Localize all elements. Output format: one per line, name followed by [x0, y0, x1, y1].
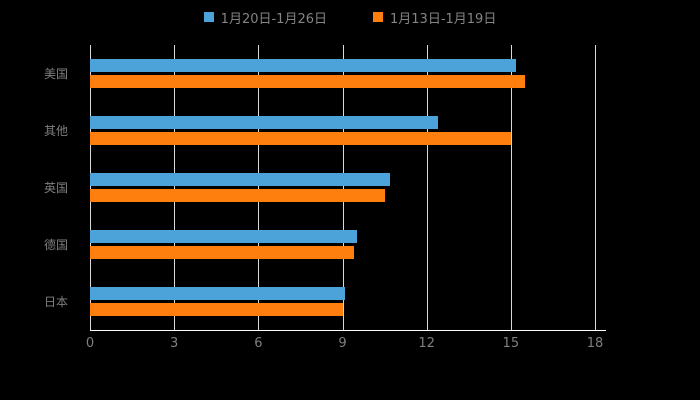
x-tick-label: 9 [338, 336, 347, 351]
y-category-label: 英国 [44, 180, 69, 195]
bar-德国-series0 [90, 230, 357, 243]
bar-美国-series0 [90, 59, 517, 72]
gridline [510, 45, 512, 330]
legend-item-0[interactable]: 1月20日-1月26日 [203, 8, 327, 27]
legend-item-1[interactable]: 1月13日-1月19日 [373, 8, 496, 27]
gridline [426, 45, 428, 330]
legend: 1月20日-1月26日 1月13日-1月19日 [0, 6, 700, 28]
legend-swatch-icon [373, 12, 383, 22]
plot-area [90, 45, 596, 330]
x-axis-line [90, 330, 606, 331]
bar-日本-series1 [90, 303, 343, 316]
gridline [258, 45, 260, 330]
legend-label: 1月20日-1月26日 [220, 11, 327, 27]
y-category-label: 其他 [44, 123, 69, 138]
legend-swatch-icon [203, 12, 214, 22]
bar-其他-series1 [90, 132, 511, 145]
x-tick-label: 6 [254, 336, 263, 351]
bar-英国-series1 [90, 189, 385, 202]
bar-美国-series1 [90, 75, 525, 88]
bar-其他-series0 [90, 116, 438, 129]
gridline [90, 45, 91, 330]
bar-德国-series1 [90, 246, 354, 259]
gridline [342, 45, 344, 330]
bar-日本-series0 [90, 287, 346, 300]
gridline [595, 45, 596, 330]
bar-英国-series0 [90, 173, 391, 186]
y-category-label: 德国 [44, 237, 69, 252]
x-tick-label: 15 [502, 336, 520, 351]
x-tick-label: 0 [85, 336, 95, 351]
x-tick-label: 3 [170, 336, 179, 351]
gridline [174, 45, 176, 330]
y-category-label: 日本 [44, 294, 69, 309]
y-category-label: 美国 [44, 66, 69, 81]
x-tick-label: 12 [418, 336, 435, 351]
x-tick-label: 18 [586, 336, 604, 351]
legend-label: 1月13日-1月19日 [390, 11, 497, 27]
